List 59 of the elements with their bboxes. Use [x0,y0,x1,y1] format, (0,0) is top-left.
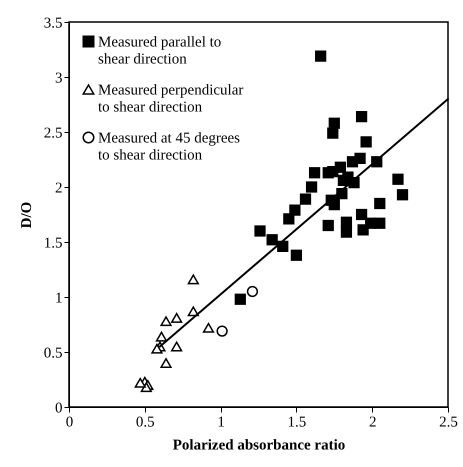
x-tick-label: 1.5 [288,414,306,430]
point [306,181,318,193]
point [308,167,320,178]
point [171,312,182,323]
point [246,286,258,298]
point [140,382,152,392]
point [360,136,372,148]
y-tick-label: 1.5 [44,236,62,252]
point [171,342,182,352]
x-tick-label: 2 [368,414,376,430]
point [357,224,369,236]
point [392,174,404,185]
point [334,162,346,173]
point [340,226,352,238]
x-tick-label: 0.5 [136,414,155,430]
x-tick-label: 0 [66,414,74,430]
y-tick-label: 2.5 [44,126,62,142]
point [160,358,172,368]
point [156,332,168,342]
point [322,167,334,178]
point [328,118,340,129]
point [289,204,301,216]
point [356,208,368,220]
y-tick-label: 0 [55,400,62,416]
point [327,127,338,139]
y-axis-title: D/O [18,202,35,228]
legend-label: Measured perpendicular to shear direction [98,82,244,116]
point [277,240,288,252]
point [202,322,214,333]
point [338,174,350,186]
x-tick-label: 2.5 [439,414,458,430]
point [188,274,199,284]
x-tick-label: 1 [217,414,225,430]
point [216,325,228,337]
point [315,50,326,62]
point [396,189,408,200]
point [134,378,146,388]
point [254,225,266,237]
y-tick-label: 1 [55,290,62,306]
point [283,213,294,225]
point [354,152,366,164]
point [188,306,199,316]
point [266,234,278,246]
point [290,250,302,261]
point [234,294,246,305]
y-tick-label: 2 [55,180,62,196]
point [356,110,368,122]
point [300,193,312,205]
point [328,198,340,210]
point [374,198,386,210]
legend-label: Measured parallel to shear direction [98,34,222,68]
point [322,220,334,232]
legend-label: Measured at 45 degrees to shear direction [98,130,240,164]
point [151,344,163,354]
y-tick-label: 0.5 [44,346,62,362]
y-tick-label: 3.5 [44,16,62,32]
y-tick-label: 3 [55,70,62,86]
x-axis-title: Polarized absorbance ratio [172,438,346,454]
point [160,316,172,326]
